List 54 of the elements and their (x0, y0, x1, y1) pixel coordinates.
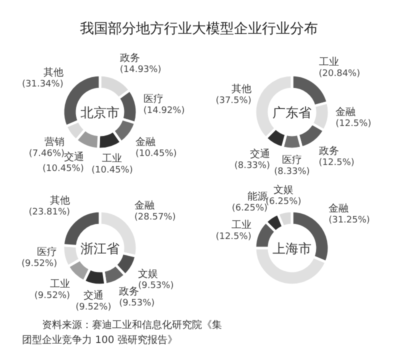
slice-label: 金融 (134, 200, 154, 212)
slice-label: 交通 (250, 148, 270, 160)
slice-label: 交通 (64, 150, 84, 163)
data-label: (12.5%) (336, 118, 372, 129)
data-label: (8.33%) (274, 167, 310, 177)
data-label: (9.52%) (76, 302, 112, 313)
data-label: (10.45%) (92, 165, 133, 176)
text: 我国部分地方行业大模型企业行业分布 (79, 20, 319, 38)
data-label: (9.52%) (21, 258, 58, 269)
text: 浙江省 (80, 242, 120, 257)
data-label: (14.92%) (143, 106, 185, 116)
data-label: (31.34%) (22, 80, 64, 90)
data-label: (31.25%) (328, 216, 370, 226)
slice-label: 营销 (44, 136, 65, 148)
slice-label: 工业 (231, 219, 252, 232)
slice-label: 政务 (119, 286, 140, 298)
slice-label: 金融 (135, 136, 156, 148)
slice-label: 医疗 (143, 92, 164, 105)
data-label: (37.5%) (216, 96, 252, 106)
slice-label: 工业 (102, 152, 122, 164)
text: 广东省 (272, 106, 312, 121)
slice-label: 文娱 (138, 268, 158, 280)
data-label: (23.81%) (28, 208, 70, 218)
data-label: (10.45%) (135, 149, 177, 160)
slice-label: 金融 (328, 202, 349, 215)
data-label: (9.53%) (138, 281, 174, 292)
data-label: (9.52%) (34, 291, 70, 302)
data-label: (12.5%) (216, 232, 252, 242)
slice-label: 工业 (318, 56, 339, 68)
slice-label: 医疗 (282, 154, 302, 166)
slice-label: 工业 (50, 278, 70, 290)
slice-label: 其他 (231, 83, 252, 96)
text: 上海市 (272, 242, 312, 257)
slice-label: 其他 (43, 66, 64, 79)
slice-label: 其他 (50, 194, 70, 207)
data-label: (12.5%) (318, 158, 354, 168)
slice-label: 医疗 (37, 246, 58, 258)
data-label: (14.93%) (120, 64, 162, 75)
data-label: (9.53%) (119, 298, 155, 309)
slice-label: 能源 (248, 190, 268, 202)
data-label: (6.25%) (232, 203, 268, 214)
data-label: (10.45%) (42, 164, 84, 174)
data-label: (20.84%) (318, 69, 360, 80)
text: 北京市 (80, 106, 120, 121)
slice-label: 交通 (83, 290, 104, 302)
data-label: (7.46%) (28, 149, 65, 160)
data-label: (8.33%) (234, 161, 270, 172)
data-label: (28.57%) (134, 212, 176, 223)
text: 资料来源：赛迪工业和信息化研究院《集团型企业竞争力 100 强研究报告》 (22, 318, 222, 348)
slice-label: 金融 (336, 106, 356, 118)
slice-label: 政务 (318, 144, 339, 157)
data-label: (6.25%) (266, 196, 302, 207)
slice-label: 政务 (120, 52, 140, 64)
slice-label: 文娱 (273, 184, 294, 196)
